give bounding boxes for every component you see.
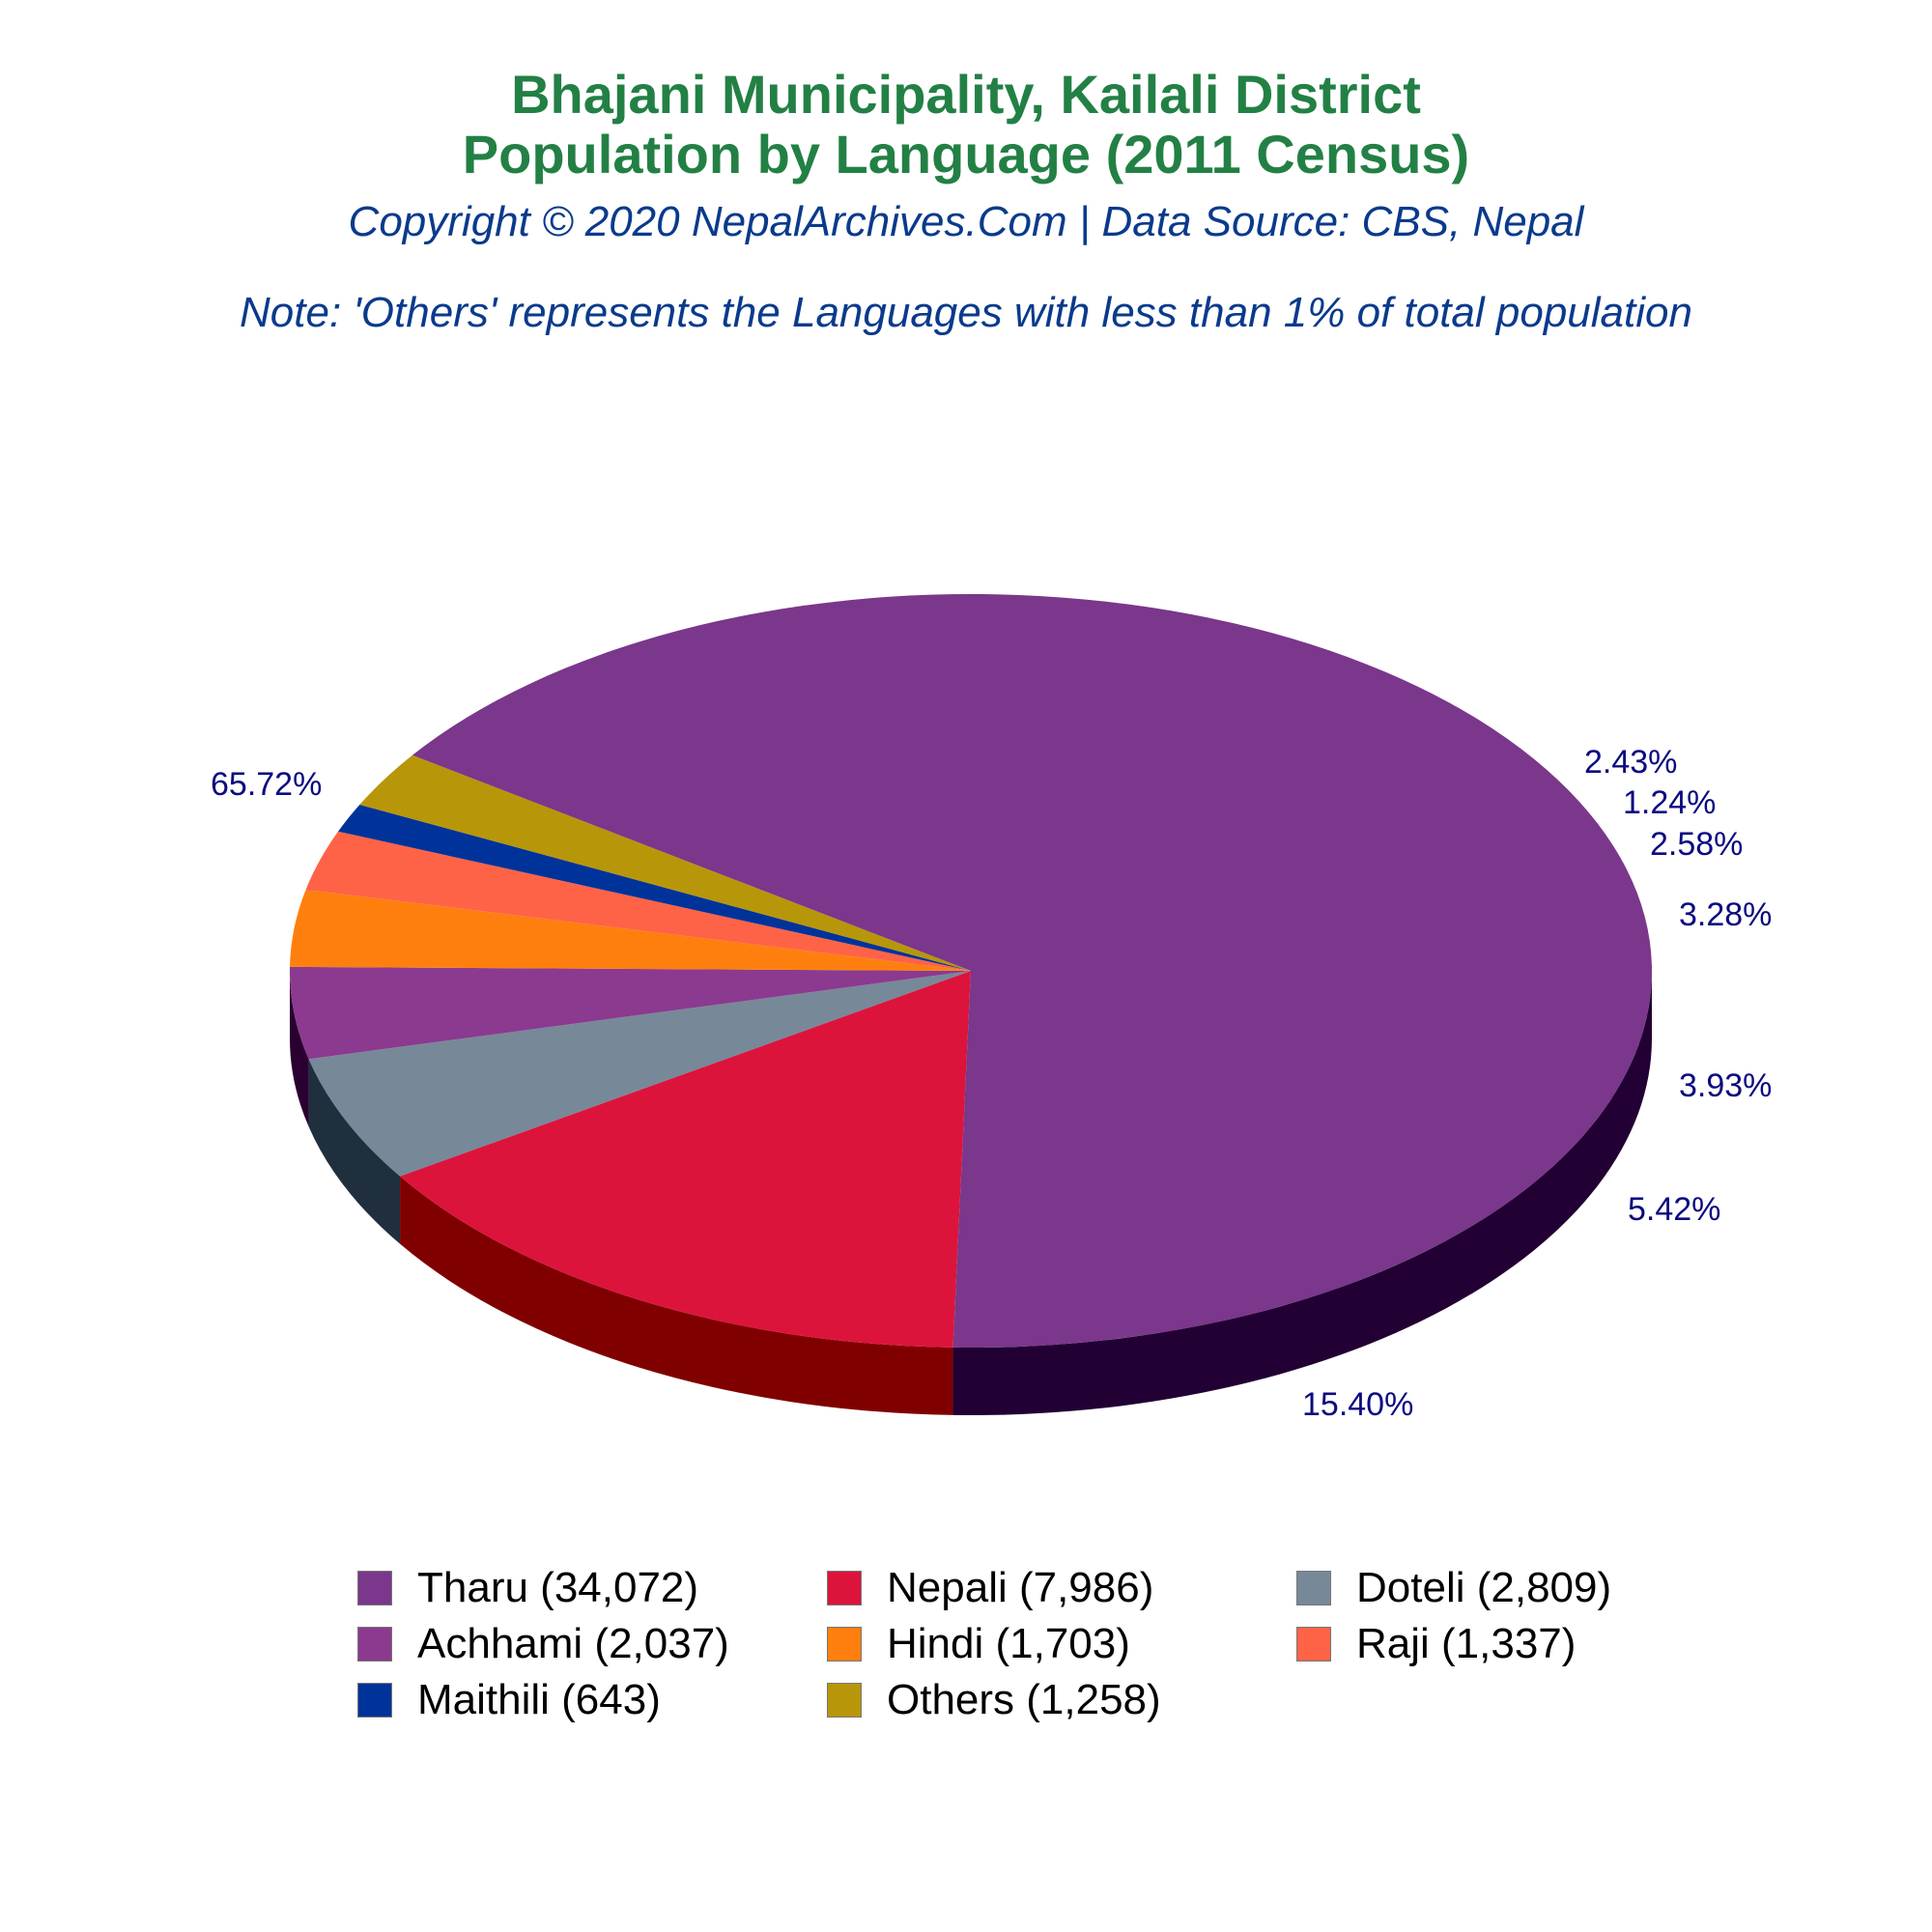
pie-slice-doteli [308,971,972,1177]
percent-label-achhami: 3.93% [1679,1067,1772,1104]
percent-label-others: 2.43% [1584,744,1677,781]
legend-item-tharu: Tharu (34,072) [357,1564,827,1612]
legend-item-achhami: Achhami (2,037) [357,1620,827,1668]
chart-title-line2: Population by Language (2011 Census) [462,124,1470,185]
legend-swatch [827,1627,862,1662]
legend-swatch [1296,1627,1331,1662]
legend-label: Maithili (643) [417,1676,661,1723]
percent-label-raji: 2.58% [1650,826,1743,863]
pie-side-tharu [952,971,1652,1415]
legend-label: Hindi (1,703) [887,1620,1130,1667]
legend-swatch [827,1571,862,1605]
pie-slice-achhami [290,966,971,1060]
pie-slice-others [359,754,971,971]
legend-item-doteli: Doteli (2,809) [1296,1564,1611,1612]
legend-item-maithili: Maithili (643) [357,1676,827,1724]
pie-side-achhami [290,971,309,1127]
legend: Tharu (34,072) Nepali (7,986) Doteli (2,… [357,1560,1613,1728]
legend-swatch [357,1683,392,1718]
percent-label-hindi: 3.28% [1679,896,1772,933]
legend-label: Tharu (34,072) [417,1564,699,1611]
percent-label-tharu: 65.72% [211,766,322,803]
legend-swatch [357,1571,392,1605]
copyright-text: Copyright © 2020 NepalArchives.Com | Dat… [348,198,1584,245]
legend-label: Others (1,258) [887,1676,1161,1723]
pie-sides [290,971,1652,1415]
pie-slice-maithili [338,804,971,971]
percent-label-maithili: 1.24% [1623,784,1716,821]
legend-label: Nepali (7,986) [887,1564,1154,1611]
legend-label: Doteli (2,809) [1356,1564,1612,1611]
legend-row: Achhami (2,037) Hindi (1,703) Raji (1,33… [357,1616,1613,1672]
percent-label-doteli: 5.42% [1628,1191,1720,1228]
legend-item-hindi: Hindi (1,703) [827,1620,1296,1668]
legend-swatch [827,1683,862,1718]
pie-side-doteli [308,1059,401,1244]
legend-item-nepali: Nepali (7,986) [827,1564,1296,1612]
pie-slice-raji [305,831,971,971]
pie-slice-nepali [400,971,972,1348]
pie-slice-hindi [290,890,972,971]
pie-slice-tharu [412,594,1652,1348]
legend-item-raji: Raji (1,337) [1296,1620,1605,1668]
legend-label: Achhami (2,037) [417,1620,729,1667]
legend-row: Maithili (643) Others (1,258) [357,1672,1613,1728]
legend-swatch [357,1627,392,1662]
pie-labels: 65.72% 15.40% 5.42% 3.93% 3.28% 2.58% 1.24%2.4… [211,744,1772,1423]
legend-swatch [1296,1571,1331,1605]
pie-tops [290,594,1652,1348]
note-text: Note: 'Others' represents the Languages … [240,289,1692,336]
legend-label: Raji (1,337) [1356,1620,1577,1667]
legend-item-others: Others (1,258) [827,1676,1296,1724]
pie-side-nepali [400,1176,953,1415]
chart-title-line1: Bhajani Municipality, Kailali District [511,64,1421,125]
percent-label-nepali: 15.40% [1302,1386,1413,1423]
legend-row: Tharu (34,072) Nepali (7,986) Doteli (2,… [357,1560,1613,1616]
